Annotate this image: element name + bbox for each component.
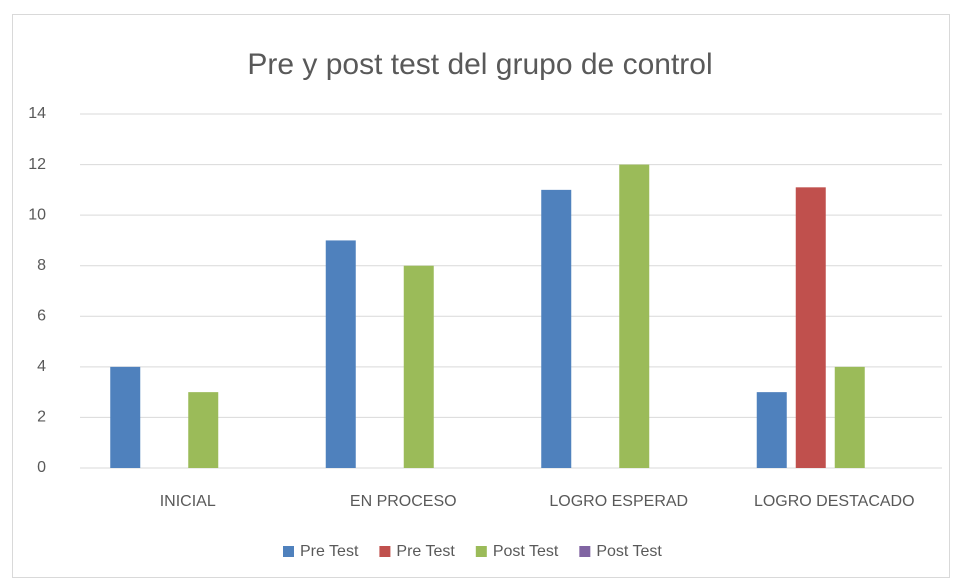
x-tick-label: INICIAL [160, 493, 216, 510]
legend-swatch [579, 546, 591, 557]
legend-label: Pre Test [396, 543, 455, 560]
chart-border [12, 14, 950, 578]
chart-title: Pre y post test del grupo de control [247, 48, 712, 81]
legend-label: Post Test [596, 543, 662, 560]
y-tick-label: 12 [28, 156, 46, 173]
legend-label: Pre Test [300, 543, 359, 560]
x-tick-label: LOGRO DESTACADO [754, 493, 915, 510]
y-tick-label: 6 [37, 308, 46, 325]
x-tick-label: EN PROCESO [350, 493, 457, 510]
legend-swatch [379, 546, 391, 557]
y-tick-label: 14 [28, 105, 46, 122]
bar [619, 164, 650, 469]
bar [403, 265, 434, 468]
bar [834, 366, 865, 468]
legend-swatch [283, 546, 294, 557]
bar [795, 187, 826, 469]
bar [110, 366, 141, 468]
y-tick-label: 10 [28, 206, 46, 223]
x-tick-label: LOGRO ESPERAD [549, 493, 688, 510]
bar [325, 240, 356, 468]
y-tick-label: 2 [37, 409, 46, 426]
bar [188, 392, 219, 468]
legend-swatch [475, 546, 487, 557]
y-tick-label: 4 [37, 358, 46, 375]
y-tick-label: 0 [37, 459, 46, 476]
legend-label: Post Test [493, 543, 559, 560]
y-tick-label: 8 [37, 257, 46, 274]
bar [756, 392, 787, 468]
bar [541, 189, 572, 468]
